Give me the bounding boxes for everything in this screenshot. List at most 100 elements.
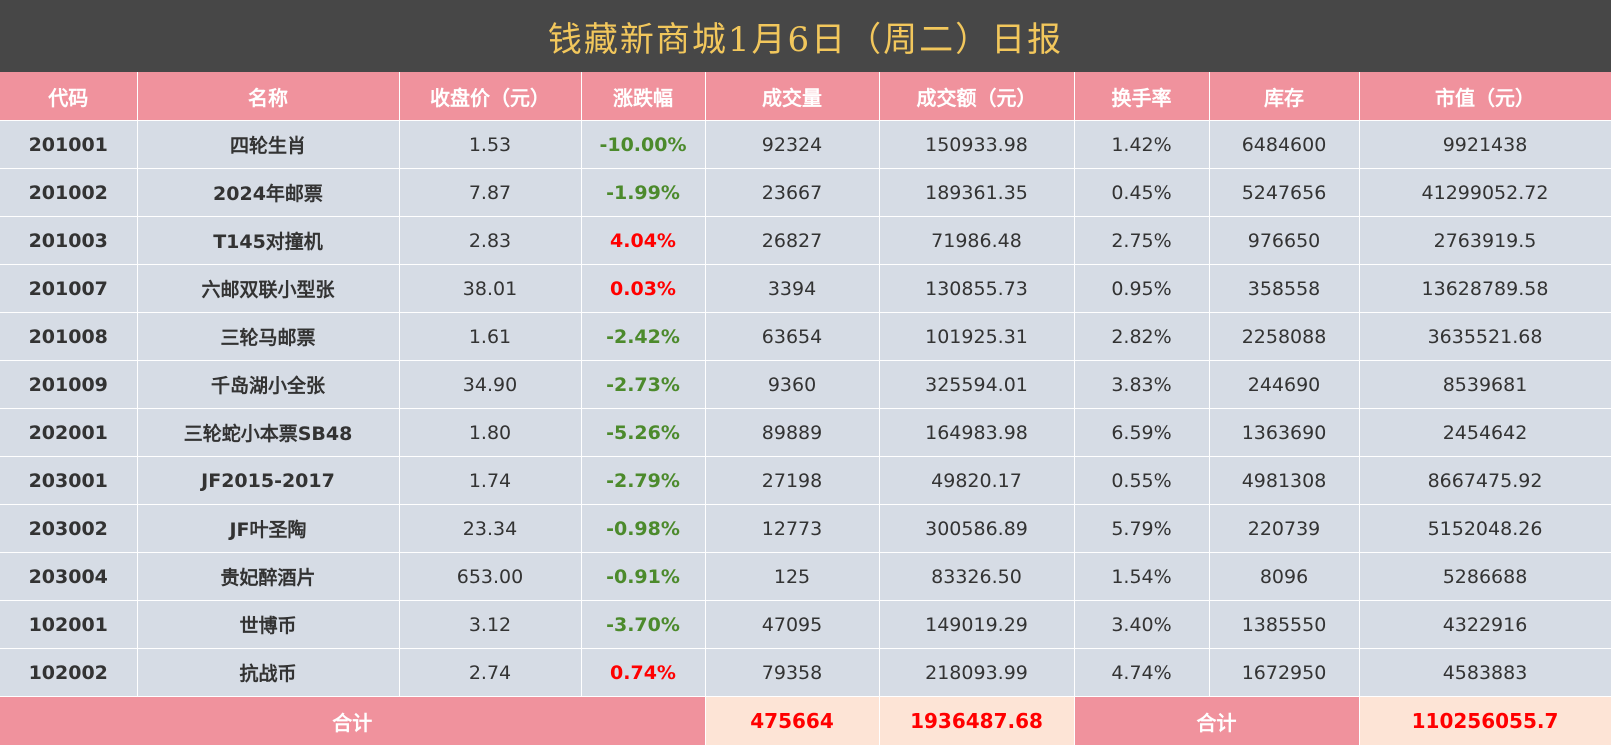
cell-stock: 244690 [1209,360,1360,409]
cell-name: 抗战币 [137,648,400,697]
cell-stock: 2258088 [1209,312,1360,361]
table-row: 201008 三轮马邮票 1.61 -2.42% 63654 101925.31 2.82%… [0,312,1611,361]
cell-close: 38.01 [399,264,582,313]
cell-cap: 8667475.92 [1359,456,1611,505]
cell-change: 0.74% [581,648,706,697]
cell-turnover: 3.83% [1074,360,1210,409]
cell-turnover: 0.45% [1074,168,1210,217]
cell-amount: 150933.98 [879,120,1075,169]
col-header-stock: 库存 [1209,72,1360,121]
table-row: 201002 2024年邮票 7.87 -1.99% 23667 189361.35 0.4… [0,168,1611,217]
cell-change: -1.99% [581,168,706,217]
cell-change: 0.03% [581,264,706,313]
cell-change: -3.70% [581,600,706,649]
cell-code: 102002 [0,648,138,697]
cell-stock: 6484600 [1209,120,1360,169]
title-bar: 钱藏新商城1月6日（周二）日报 [0,0,1611,72]
cell-turnover: 4.74% [1074,648,1210,697]
table-row: 201007 六邮双联小型张 38.01 0.03% 3394 130855.73 0.95… [0,264,1611,313]
cell-stock: 1363690 [1209,408,1360,457]
cell-name: 三轮马邮票 [137,312,400,361]
cell-change: -2.42% [581,312,706,361]
table-row: 203002 JF叶圣陶 23.34 -0.98% 12773 300586.89 5.79… [0,504,1611,553]
daily-report-table: 代码 名称 收盘价（元） 涨跌幅 成交量 成交额（元） 换手率 库存 市值（元）… [0,72,1611,745]
cell-change: 4.04% [581,216,706,265]
cell-name: 贵妃醉酒片 [137,552,400,601]
cell-code: 202001 [0,408,138,457]
cell-stock: 4981308 [1209,456,1360,505]
cell-code: 201008 [0,312,138,361]
cell-change: -0.91% [581,552,706,601]
cell-name: 千岛湖小全张 [137,360,400,409]
totals-row: 合计 475664 1936487.68 合计 110256055.7 [0,696,1611,745]
cell-name: 六邮双联小型张 [137,264,400,313]
cell-name: 世博币 [137,600,400,649]
total-amount: 1936487.68 [879,696,1075,745]
cell-cap: 4322916 [1359,600,1611,649]
cell-close: 7.87 [399,168,582,217]
cell-amount: 49820.17 [879,456,1075,505]
cell-stock: 8096 [1209,552,1360,601]
cell-amount: 300586.89 [879,504,1075,553]
col-header-amount: 成交额（元） [879,72,1075,121]
cell-stock: 1672950 [1209,648,1360,697]
cell-cap: 5152048.26 [1359,504,1611,553]
cell-stock: 1385550 [1209,600,1360,649]
cell-cap: 41299052.72 [1359,168,1611,217]
cell-amount: 325594.01 [879,360,1075,409]
cell-close: 1.80 [399,408,582,457]
table-row: 203004 贵妃醉酒片 653.00 -0.91% 125 83326.50 1.54% 8… [0,552,1611,601]
table-row: 203001 JF2015-2017 1.74 -2.79% 27198 49820.17… [0,456,1611,505]
cell-volume: 26827 [705,216,880,265]
cell-turnover: 2.82% [1074,312,1210,361]
cell-turnover: 3.40% [1074,600,1210,649]
table-row: 202001 三轮蛇小本票SB48 1.80 -5.26% 89889 164983.98… [0,408,1611,457]
cell-name: JF2015-2017 [137,456,400,505]
report-title: 钱藏新商城1月6日（周二）日报 [547,19,1064,60]
table-row: 102002 抗战币 2.74 0.74% 79358 218093.99 4.74% 167… [0,648,1611,697]
cell-close: 23.34 [399,504,582,553]
table-row: 102001 世博币 3.12 -3.70% 47095 149019.29 3.40% 13… [0,600,1611,649]
cell-volume: 3394 [705,264,880,313]
cell-stock: 5247656 [1209,168,1360,217]
cell-turnover: 5.79% [1074,504,1210,553]
cell-change: -0.98% [581,504,706,553]
cell-name: 四轮生肖 [137,120,400,169]
cell-cap: 13628789.58 [1359,264,1611,313]
cell-turnover: 0.95% [1074,264,1210,313]
cell-turnover: 0.55% [1074,456,1210,505]
cell-close: 2.83 [399,216,582,265]
cell-stock: 976650 [1209,216,1360,265]
table-row: 201009 千岛湖小全张 34.90 -2.73% 9360 325594.01 3.83… [0,360,1611,409]
cell-stock: 220739 [1209,504,1360,553]
col-header-volume: 成交量 [705,72,880,121]
cell-volume: 89889 [705,408,880,457]
cell-turnover: 6.59% [1074,408,1210,457]
cell-amount: 149019.29 [879,600,1075,649]
cell-volume: 12773 [705,504,880,553]
cell-amount: 71986.48 [879,216,1075,265]
col-header-code: 代码 [0,72,138,121]
table-row: 201003 T145对撞机 2.83 4.04% 26827 71986.48 2.75%… [0,216,1611,265]
cell-code: 102001 [0,600,138,649]
cell-code: 201001 [0,120,138,169]
cell-close: 2.74 [399,648,582,697]
cell-code: 201007 [0,264,138,313]
cell-name: 2024年邮票 [137,168,400,217]
cell-cap: 2763919.5 [1359,216,1611,265]
cell-volume: 125 [705,552,880,601]
cell-change: -5.26% [581,408,706,457]
cell-volume: 63654 [705,312,880,361]
col-header-name: 名称 [137,72,400,121]
cell-volume: 27198 [705,456,880,505]
header-row: 代码 名称 收盘价（元） 涨跌幅 成交量 成交额（元） 换手率 库存 市值（元） [0,72,1611,121]
cell-close: 1.61 [399,312,582,361]
cell-volume: 47095 [705,600,880,649]
cell-code: 203004 [0,552,138,601]
cell-close: 3.12 [399,600,582,649]
cell-turnover: 1.54% [1074,552,1210,601]
total-label-right: 合计 [1074,696,1360,745]
cell-cap: 9921438 [1359,120,1611,169]
total-cap: 110256055.7 [1359,696,1611,745]
cell-name: 三轮蛇小本票SB48 [137,408,400,457]
